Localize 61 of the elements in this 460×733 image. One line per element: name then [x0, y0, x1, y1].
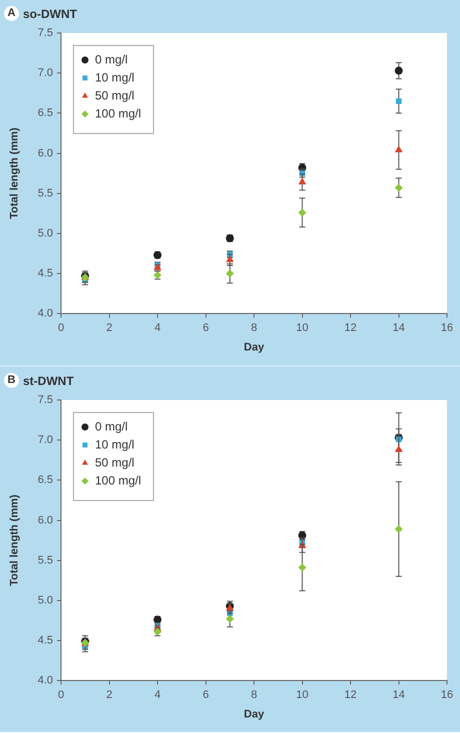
- x-tick-label: 2: [106, 689, 112, 702]
- x-axis-title: Day: [244, 708, 265, 720]
- y-tick-label: 5.0: [38, 594, 53, 606]
- point: [394, 184, 403, 192]
- x-tick-label: 14: [392, 689, 405, 702]
- y-tick-label: 7.5: [38, 394, 53, 406]
- y-tick-label: 4.5: [38, 634, 53, 647]
- point: [396, 98, 402, 104]
- x-tick-label: 12: [344, 689, 357, 702]
- legend-label: 0 mg/l: [95, 419, 128, 434]
- text: B: [4, 373, 19, 388]
- x-axis-title: Day: [244, 341, 265, 354]
- point: [226, 255, 234, 262]
- point: [394, 66, 403, 75]
- y-axis-title: Total length (mm): [8, 494, 21, 586]
- y-tick-label: 6.5: [38, 474, 53, 486]
- x-tick-label: 6: [202, 689, 209, 702]
- point: [226, 270, 234, 278]
- y-tick-label: 7.0: [38, 67, 53, 80]
- y-axis-title: Total length (mm): [8, 127, 21, 220]
- x-tick-label: 4: [154, 322, 161, 334]
- x-tick-label: 6: [202, 322, 209, 334]
- y-tick-label: 5.0: [38, 227, 53, 240]
- y-tick-label: 6.0: [38, 514, 53, 526]
- legend-label: 100 mg/l: [95, 473, 142, 488]
- chart-title: st-DWNT: [23, 374, 74, 388]
- y-tick-label: 5.5: [38, 187, 53, 200]
- y-tick-label: 7.0: [38, 434, 53, 446]
- point: [394, 445, 403, 452]
- x-tick-label: 14: [392, 322, 405, 334]
- legend-label: 50 mg/l: [95, 88, 134, 102]
- x-tick-label: 10: [296, 322, 308, 334]
- x-tick-label: 16: [440, 689, 454, 702]
- point: [394, 146, 403, 152]
- y-tick-label: 6.0: [38, 147, 53, 160]
- x-tick-label: 16: [440, 322, 454, 334]
- point: [394, 525, 403, 534]
- y-tick-label: 4.0: [38, 308, 53, 320]
- legend-label: 10 mg/l: [95, 437, 134, 452]
- x-tick-label: 8: [250, 322, 258, 334]
- point: [298, 178, 306, 184]
- y-tick-label: 6.5: [38, 107, 53, 120]
- point: [298, 208, 306, 217]
- y-tick-label: 5.5: [38, 554, 53, 566]
- x-tick-label: 12: [344, 322, 357, 334]
- x-tick-label: 0: [58, 322, 64, 334]
- text: A: [4, 6, 19, 21]
- legend-label: 50 mg/l: [95, 455, 134, 470]
- y-tick-label: 7.5: [38, 27, 53, 40]
- x-tick-label: 10: [296, 689, 308, 702]
- x-tick-label: 0: [58, 689, 64, 702]
- y-tick-label: 4.5: [38, 268, 53, 280]
- x-tick-label: 2: [106, 322, 112, 334]
- chart-title: so-DWNT: [23, 6, 77, 20]
- legend-label: 0 mg/l: [95, 52, 128, 66]
- x-tick-label: 8: [250, 689, 258, 702]
- point: [298, 564, 306, 572]
- y-tick-label: 4.0: [38, 674, 53, 687]
- x-tick-label: 4: [154, 689, 161, 702]
- legend-label: 100 mg/l: [95, 106, 142, 120]
- legend-label: 10 mg/l: [95, 70, 134, 84]
